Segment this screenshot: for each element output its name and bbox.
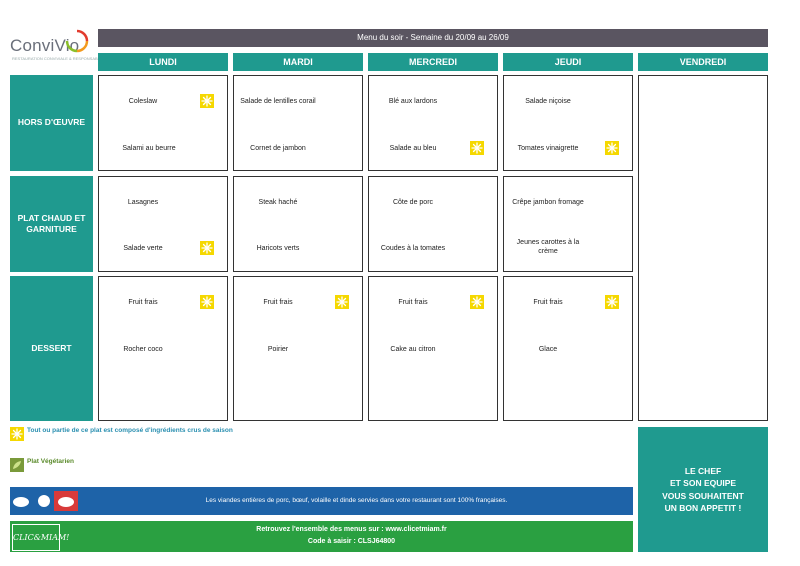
legend-sun-icon xyxy=(10,427,24,441)
sun-icon xyxy=(605,141,619,155)
dish: Salade de lentilles corail xyxy=(240,98,316,105)
dish: Lasagnes xyxy=(127,199,159,206)
clic-miam-logo: CLIC&MIAM! xyxy=(12,524,69,551)
dish: Crêpe jambon fromage xyxy=(512,199,584,206)
menu-cell-jeudi-dessert: Fruit frais Glace xyxy=(503,276,633,421)
day-header-vendredi: VENDREDI xyxy=(638,53,768,71)
menu-cell-lundi-plat: Lasagnes Salade verte xyxy=(98,176,228,272)
clic-code-text: Code à saisir : CLSJ64800 xyxy=(307,538,396,545)
vegetarian-icon xyxy=(10,458,24,472)
dish: Salade niçoise xyxy=(525,98,571,105)
dish: Cornet de jambon xyxy=(250,145,306,152)
sun-icon xyxy=(200,241,214,255)
row-label-text: PLAT CHAUD ET GARNITURE xyxy=(17,212,86,234)
sun-icon xyxy=(200,94,214,108)
menu-cell-mercredi-dessert: Fruit frais Cake au citron xyxy=(368,276,498,421)
clic-website-text[interactable]: Retrouvez l'ensemble des menus sur : www… xyxy=(256,526,447,533)
dish: Salade verte xyxy=(123,245,163,252)
dish: Haricots verts xyxy=(256,245,300,252)
dish: Salade au bleu xyxy=(389,145,437,152)
day-header-lundi: LUNDI xyxy=(98,53,228,71)
dish: Salami au beurre xyxy=(122,145,176,152)
menu-cell-mercredi-plat: Côte de porc Coudes à la tomates xyxy=(368,176,498,272)
logo-name: ConviVio xyxy=(10,36,80,55)
menu-cell-jeudi-hors: Salade niçoise Tomates vinaigrette xyxy=(503,75,633,171)
chef-line: ET SON EQUIPE xyxy=(669,478,737,489)
clic-miam-band: CLIC&MIAM! Retrouvez l'ensemble des menu… xyxy=(10,521,633,552)
sun-icon xyxy=(470,141,484,155)
day-header-mardi: MARDI xyxy=(233,53,363,71)
logo-tagline: RESTAURATION CONVIVIALE & RESPONSABLE xyxy=(12,56,103,61)
menu-title: Menu du soir - Semaine du 20/09 au 26/09 xyxy=(98,29,768,47)
convivio-logo: ConviVio RESTAURATION CONVIVIALE & RESPO… xyxy=(8,28,103,68)
sun-icon xyxy=(605,295,619,309)
dish: Glace xyxy=(538,346,558,353)
chef-line: UN BON APPETIT ! xyxy=(664,502,742,513)
legend-raw-text: Tout ou partie de ce plat est composé d'… xyxy=(27,427,233,434)
day-header-jeudi: JEUDI xyxy=(503,53,633,71)
dish: Rocher coco xyxy=(123,346,163,353)
meat-origin-text: Les viandes entières de porc, bœuf, vola… xyxy=(205,497,508,504)
dish: Fruit frais xyxy=(398,299,428,306)
dish: Tomates vinaigrette xyxy=(517,145,579,152)
dish: Cake au citron xyxy=(390,346,436,353)
dish: Coudes à la tomates xyxy=(380,245,446,252)
logo-swirl-icon xyxy=(65,29,89,53)
dish: Steak haché xyxy=(258,199,298,206)
sun-icon xyxy=(470,295,484,309)
row-label-text: DESSERT xyxy=(31,342,72,353)
menu-cell-vendredi xyxy=(638,75,768,421)
dish: Côte de porc xyxy=(392,199,434,206)
dish: Fruit frais xyxy=(533,299,563,306)
meat-origin-band: Les viandes entières de porc, bœuf, vola… xyxy=(10,487,633,515)
chef-line: LE CHEF xyxy=(684,465,722,476)
menu-cell-lundi-dessert: Fruit frais Rocher coco xyxy=(98,276,228,421)
row-label-plat-chaud: PLAT CHAUD ET GARNITURE xyxy=(10,176,93,272)
legend-veg-text: Plat Végétarien xyxy=(27,458,74,465)
menu-cell-lundi-hors: Coleslaw Salami au beurre xyxy=(98,75,228,171)
dish: Fruit frais xyxy=(128,299,158,306)
menu-cell-mercredi-hors: Blé aux lardons Salade au bleu xyxy=(368,75,498,171)
chef-message: LE CHEF ET SON EQUIPE VOUS SOUHAITENT UN… xyxy=(638,427,768,552)
dish: Coleslaw xyxy=(128,98,158,105)
row-label-text: HORS D'ŒUVRE xyxy=(17,117,86,128)
dish: Jeunes carottes à la crème xyxy=(516,239,580,256)
menu-cell-mardi-dessert: Fruit frais Poirier xyxy=(233,276,363,421)
sun-icon xyxy=(335,295,349,309)
dish: Blé aux lardons xyxy=(388,98,438,105)
menu-cell-jeudi-plat: Crêpe jambon fromage Jeunes carottes à l… xyxy=(503,176,633,272)
row-label-dessert: DESSERT xyxy=(10,276,93,421)
chef-line: VOUS SOUHAITENT xyxy=(662,490,744,501)
sun-icon xyxy=(200,295,214,309)
day-header-mercredi: MERCREDI xyxy=(368,53,498,71)
dish: Fruit frais xyxy=(263,299,293,306)
menu-cell-mardi-hors: Salade de lentilles corail Cornet de jam… xyxy=(233,75,363,171)
row-label-hors-doeuvre: HORS D'ŒUVRE xyxy=(10,75,93,171)
menu-cell-mardi-plat: Steak haché Haricots verts xyxy=(233,176,363,272)
meat-animals-icon xyxy=(10,487,78,515)
dish: Poirier xyxy=(267,346,289,353)
